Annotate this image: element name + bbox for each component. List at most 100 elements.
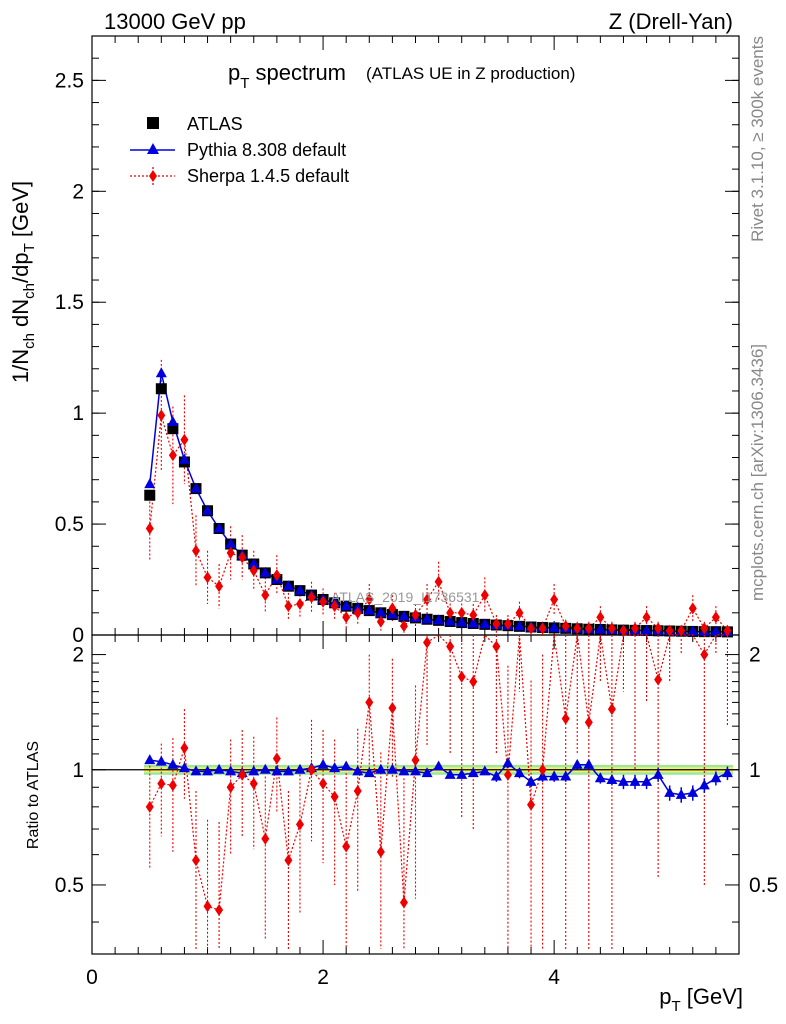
sherpa-data-point bbox=[457, 606, 466, 619]
pythia-data-point bbox=[398, 610, 410, 621]
sherpa-ratio-point bbox=[168, 779, 177, 792]
pythia-ratio-point bbox=[479, 765, 491, 776]
main-y-axis-title: 1/Nch dNch/dpT [GeV] bbox=[8, 181, 38, 383]
sherpa-data-point bbox=[446, 606, 455, 619]
ratio-y-tick-label-right: 1 bbox=[749, 759, 761, 782]
sherpa-data-point bbox=[596, 611, 605, 624]
plot-title-sub: T bbox=[240, 75, 249, 92]
pythia-ratio-point bbox=[167, 758, 179, 769]
sherpa-ratio-point bbox=[226, 781, 235, 794]
sherpa-data-point bbox=[723, 624, 732, 637]
pythia-ratio-point bbox=[502, 757, 514, 768]
pythia-data-point bbox=[641, 624, 653, 635]
sherpa-data-point bbox=[642, 611, 651, 624]
pythia-data-point bbox=[213, 522, 225, 533]
sherpa-ratio-point bbox=[457, 670, 466, 683]
legend-sherpa-marker bbox=[149, 170, 157, 182]
sherpa-ratio-point bbox=[319, 777, 328, 790]
pythia-ratio-point bbox=[386, 763, 398, 774]
pythia-ratio-point bbox=[456, 768, 468, 779]
sherpa-ratio-point bbox=[330, 790, 339, 803]
sherpa-data-point bbox=[665, 624, 674, 637]
pythia-data-point bbox=[467, 617, 479, 628]
pythia-ratio-point bbox=[548, 770, 560, 781]
x-axis-title: pT [GeV] bbox=[659, 984, 743, 1015]
main-y-tick-label: 1 bbox=[72, 402, 84, 425]
pythia-ratio-point bbox=[282, 765, 294, 776]
ratio-y-tick-label: 2 bbox=[72, 644, 84, 667]
sherpa-data-point bbox=[157, 409, 166, 422]
sherpa-ratio-point bbox=[353, 785, 362, 798]
pythia-ratio-point bbox=[710, 772, 722, 783]
energy-label: 13000 GeV pp bbox=[104, 9, 246, 34]
sherpa-data-point bbox=[145, 522, 154, 535]
plot-title-extra: (ATLAS UE in Z production) bbox=[366, 64, 575, 83]
sherpa-data-point bbox=[295, 597, 304, 610]
pythia-data-point bbox=[178, 453, 190, 464]
ratio-y-tick-label: 0.5 bbox=[55, 874, 84, 897]
sherpa-ratio-point bbox=[203, 900, 212, 913]
pythia-data-point bbox=[363, 604, 375, 615]
sherpa-ratio-point bbox=[284, 854, 293, 867]
pythia-data-point bbox=[144, 478, 156, 489]
legend-pythia-marker bbox=[147, 143, 159, 154]
pythia-data-point bbox=[710, 625, 722, 636]
main-y-tick-label: 1.5 bbox=[55, 291, 84, 314]
pythia-ratio-point bbox=[352, 765, 364, 776]
pythia-ratio-point bbox=[560, 770, 572, 781]
legend-pythia-label: Pythia 8.308 default bbox=[187, 140, 346, 160]
pythia-data-point bbox=[687, 625, 699, 636]
sherpa-ratio-point bbox=[503, 768, 512, 781]
pythia-ratio-point bbox=[641, 775, 653, 786]
pythia-ratio-point bbox=[444, 768, 456, 779]
x-axis-title-unit: [GeV] bbox=[681, 984, 743, 1009]
pythia-ratio-point bbox=[652, 768, 664, 779]
atlas-data-point bbox=[155, 383, 167, 395]
sherpa-data-point bbox=[527, 622, 536, 635]
legend: ATLAS Pythia 8.308 default Sherpa 1.4.5 … bbox=[130, 114, 349, 186]
sherpa-data-point bbox=[272, 569, 281, 582]
sherpa-data-point bbox=[319, 595, 328, 608]
analysis-watermark: ATLAS_2019_I1736531 bbox=[331, 589, 480, 605]
sherpa-data-point bbox=[492, 617, 501, 630]
pythia-data-point bbox=[190, 482, 202, 493]
sherpa-data-point bbox=[538, 622, 547, 635]
ratio-y-tick-label: 1 bbox=[72, 759, 84, 782]
pythia-ratio-point bbox=[329, 762, 341, 773]
pythia-ratio-point bbox=[525, 775, 537, 786]
pythia-ratio-point bbox=[583, 758, 595, 769]
pythia-ratio-point bbox=[490, 770, 502, 781]
sherpa-data-point bbox=[434, 575, 443, 588]
pythia-data-point bbox=[340, 600, 352, 611]
sherpa-data-point bbox=[607, 622, 616, 635]
sherpa-data-point bbox=[550, 593, 559, 606]
sherpa-ratio-point bbox=[376, 845, 385, 858]
sherpa-ratio-point bbox=[342, 840, 351, 853]
sherpa-ratio-point bbox=[538, 763, 547, 776]
pythia-ratio-point bbox=[213, 763, 225, 774]
sherpa-ratio-point bbox=[654, 673, 663, 686]
pythia-ratio-point bbox=[178, 762, 190, 773]
sherpa-data-point bbox=[619, 624, 628, 637]
sherpa-data-point bbox=[561, 620, 570, 633]
mcplots-label: mcplots.cern.ch [arXiv:1306.3436] bbox=[748, 344, 767, 601]
sherpa-ratio-point bbox=[584, 716, 593, 729]
pythia-ratio-point bbox=[629, 775, 641, 786]
sherpa-ratio-point bbox=[365, 696, 374, 709]
plot-title: pT spectrum bbox=[228, 60, 346, 92]
pythia-data-point bbox=[294, 584, 306, 595]
legend-atlas-marker bbox=[147, 117, 159, 129]
process-label: Z (Drell-Yan) bbox=[609, 9, 733, 34]
sherpa-data-point bbox=[168, 449, 177, 462]
pythia-data-point bbox=[375, 606, 387, 617]
sherpa-ratio-point bbox=[307, 763, 316, 776]
sherpa-ratio-point bbox=[527, 798, 536, 811]
main-y-tick-label: 0 bbox=[72, 624, 84, 647]
pythia-ratio-point bbox=[421, 767, 433, 778]
sherpa-data-point bbox=[238, 551, 247, 564]
main-y-tick-label: 2.5 bbox=[55, 69, 84, 92]
pythia-ratio-point bbox=[687, 786, 699, 797]
sherpa-data-point bbox=[480, 589, 489, 602]
pythia-ratio-point bbox=[467, 767, 479, 778]
pythia-data-point bbox=[421, 613, 433, 624]
